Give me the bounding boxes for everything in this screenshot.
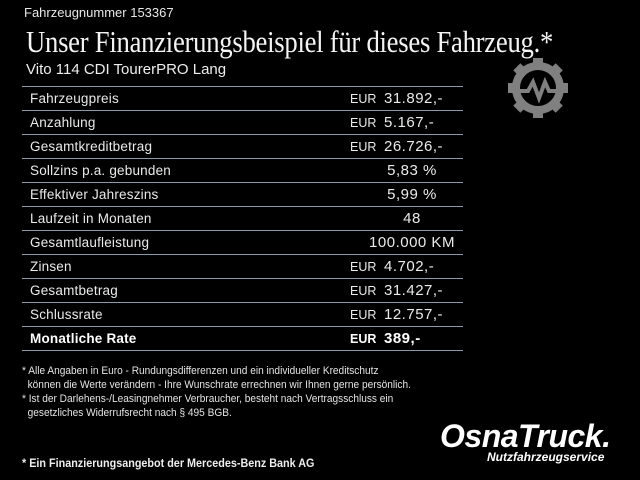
- table-row: Sollzins p.a. gebunden 5,83 %: [22, 159, 463, 183]
- logo-subtitle: Nutzfahrzeugservice: [487, 450, 605, 464]
- row-label: Gesamtbetrag: [30, 283, 118, 298]
- footnotes: * Alle Angaben in Euro - Rundungsdiffere…: [22, 364, 411, 420]
- row-label: Zinsen: [30, 259, 72, 274]
- footnote-line: * Alle Angaben in Euro - Rundungsdiffere…: [22, 365, 379, 377]
- table-row: Anzahlung EUR 5.167,-: [22, 111, 463, 135]
- table-row: Laufzeit in Monaten 48: [22, 207, 463, 231]
- row-value: 12.757,-: [384, 306, 444, 323]
- row-currency: EUR: [350, 140, 377, 154]
- row-currency: EUR: [350, 116, 377, 130]
- row-value: 31.892,-: [384, 90, 444, 107]
- table-row: Gesamtbetrag EUR 31.427,-: [22, 279, 463, 303]
- table-row: Monatliche Rate EUR 389,-: [22, 327, 463, 351]
- row-value: 389,-: [384, 330, 421, 347]
- row-value: 5.167,-: [384, 114, 435, 131]
- table-row: Fahrzeugpreis EUR 31.892,-: [22, 87, 463, 111]
- vehicle-model: Vito 114 CDI TourerPRO Lang: [26, 61, 227, 78]
- row-value: 48: [403, 210, 421, 227]
- financing-table: Fahrzeugpreis EUR 31.892,- Anzahlung EUR 5.16…: [22, 86, 463, 351]
- row-label: Anzahlung: [30, 115, 96, 130]
- row-value: 4.702,-: [384, 258, 435, 275]
- row-label: Fahrzeugpreis: [30, 91, 119, 106]
- footnote-line: gesetzliches Widerrufsrecht nach § 495 B…: [22, 407, 232, 419]
- table-row: Effektiver Jahreszins 5,99 %: [22, 183, 463, 207]
- logo: OsnaTruck.: [440, 418, 611, 454]
- row-value: 5,83 %: [387, 162, 437, 179]
- footnote-line: * Ist der Darlehens-/Leasingnehmer Verbr…: [22, 393, 394, 405]
- row-value: 100.000 KM: [369, 234, 455, 251]
- row-label: Monatliche Rate: [30, 331, 137, 346]
- table-row: Gesamtkreditbetrag EUR 26.726,-: [22, 135, 463, 159]
- row-value: 26.726,-: [384, 138, 444, 155]
- vehicle-number: Fahrzeugnummer 153367: [24, 5, 174, 20]
- footnote-line: können die Werte verändern - Ihre Wunsch…: [22, 379, 411, 391]
- page-title: Unser Finanzierungsbeispiel für dieses F…: [26, 24, 554, 59]
- row-value: 5,99 %: [387, 186, 437, 203]
- row-label: Gesamtkreditbetrag: [30, 139, 153, 154]
- row-label: Laufzeit in Monaten: [30, 211, 152, 226]
- row-value: 31.427,-: [384, 282, 444, 299]
- row-currency: EUR: [350, 284, 377, 298]
- row-label: Effektiver Jahreszins: [30, 187, 159, 202]
- bank-note: * Ein Finanzierungsangebot der Mercedes-…: [22, 456, 315, 470]
- table-row: Schlussrate EUR 12.757,-: [22, 303, 463, 327]
- row-currency: EUR: [350, 308, 377, 322]
- row-currency: EUR: [350, 332, 377, 346]
- row-label: Gesamtlaufleistung: [30, 235, 150, 250]
- row-currency: EUR: [350, 260, 377, 274]
- table-row: Zinsen EUR 4.702,-: [22, 255, 463, 279]
- row-currency: EUR: [350, 92, 377, 106]
- table-row: Gesamtlaufleistung 100.000 KM: [22, 231, 463, 255]
- row-label: Schlussrate: [30, 307, 103, 322]
- gear-pulse-icon: [508, 58, 568, 118]
- row-label: Sollzins p.a. gebunden: [30, 163, 172, 178]
